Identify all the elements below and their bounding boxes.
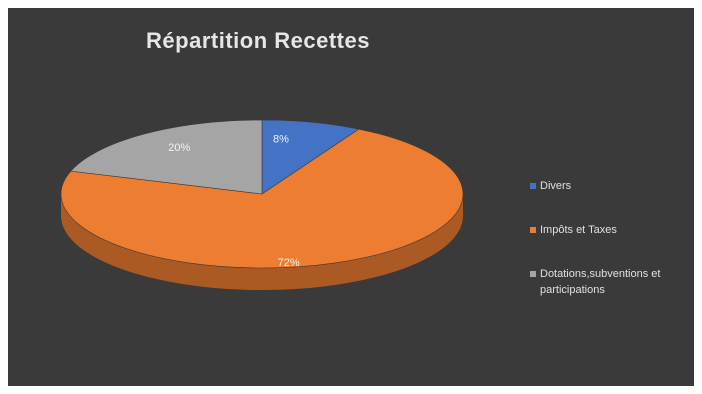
pie-label-dotations-subventions-et-participations: 20%: [168, 142, 190, 154]
legend-swatch-dotations: [530, 271, 536, 277]
legend-swatch-divers: [530, 183, 536, 189]
legend-swatch-impots-et-taxes: [530, 227, 536, 233]
pie-label-divers: 8%: [273, 133, 289, 145]
pie-chart: 8% 72% 20%: [60, 119, 464, 290]
pie-slice-divers: [261, 119, 360, 195]
legend-label-impots-et-taxes: Impôts et Taxes: [540, 224, 617, 236]
legend-item-impots-et-taxes: Impôts et Taxes: [530, 222, 700, 238]
legend: Divers Impôts et Taxes Dotations,subvent…: [530, 178, 700, 326]
legend-item-dotations: Dotations,subventions et participations: [530, 266, 700, 298]
legend-label-dotations: Dotations,subventions et participations: [540, 268, 661, 296]
legend-item-divers: Divers: [530, 178, 700, 194]
chart-area: Répartition Recettes 8% 72% 20% Divers Imp…: [8, 8, 694, 386]
pie-label-impots-et-taxes: 72%: [278, 257, 300, 269]
pie-slice-dotations-subventions-et-participations: [70, 119, 263, 195]
pie-side-impots-et-taxes: [61, 194, 463, 290]
chart-title: Répartition Recettes: [146, 28, 370, 53]
pie-slice-impots-et-taxes: [60, 128, 464, 269]
legend-label-divers: Divers: [540, 180, 572, 192]
